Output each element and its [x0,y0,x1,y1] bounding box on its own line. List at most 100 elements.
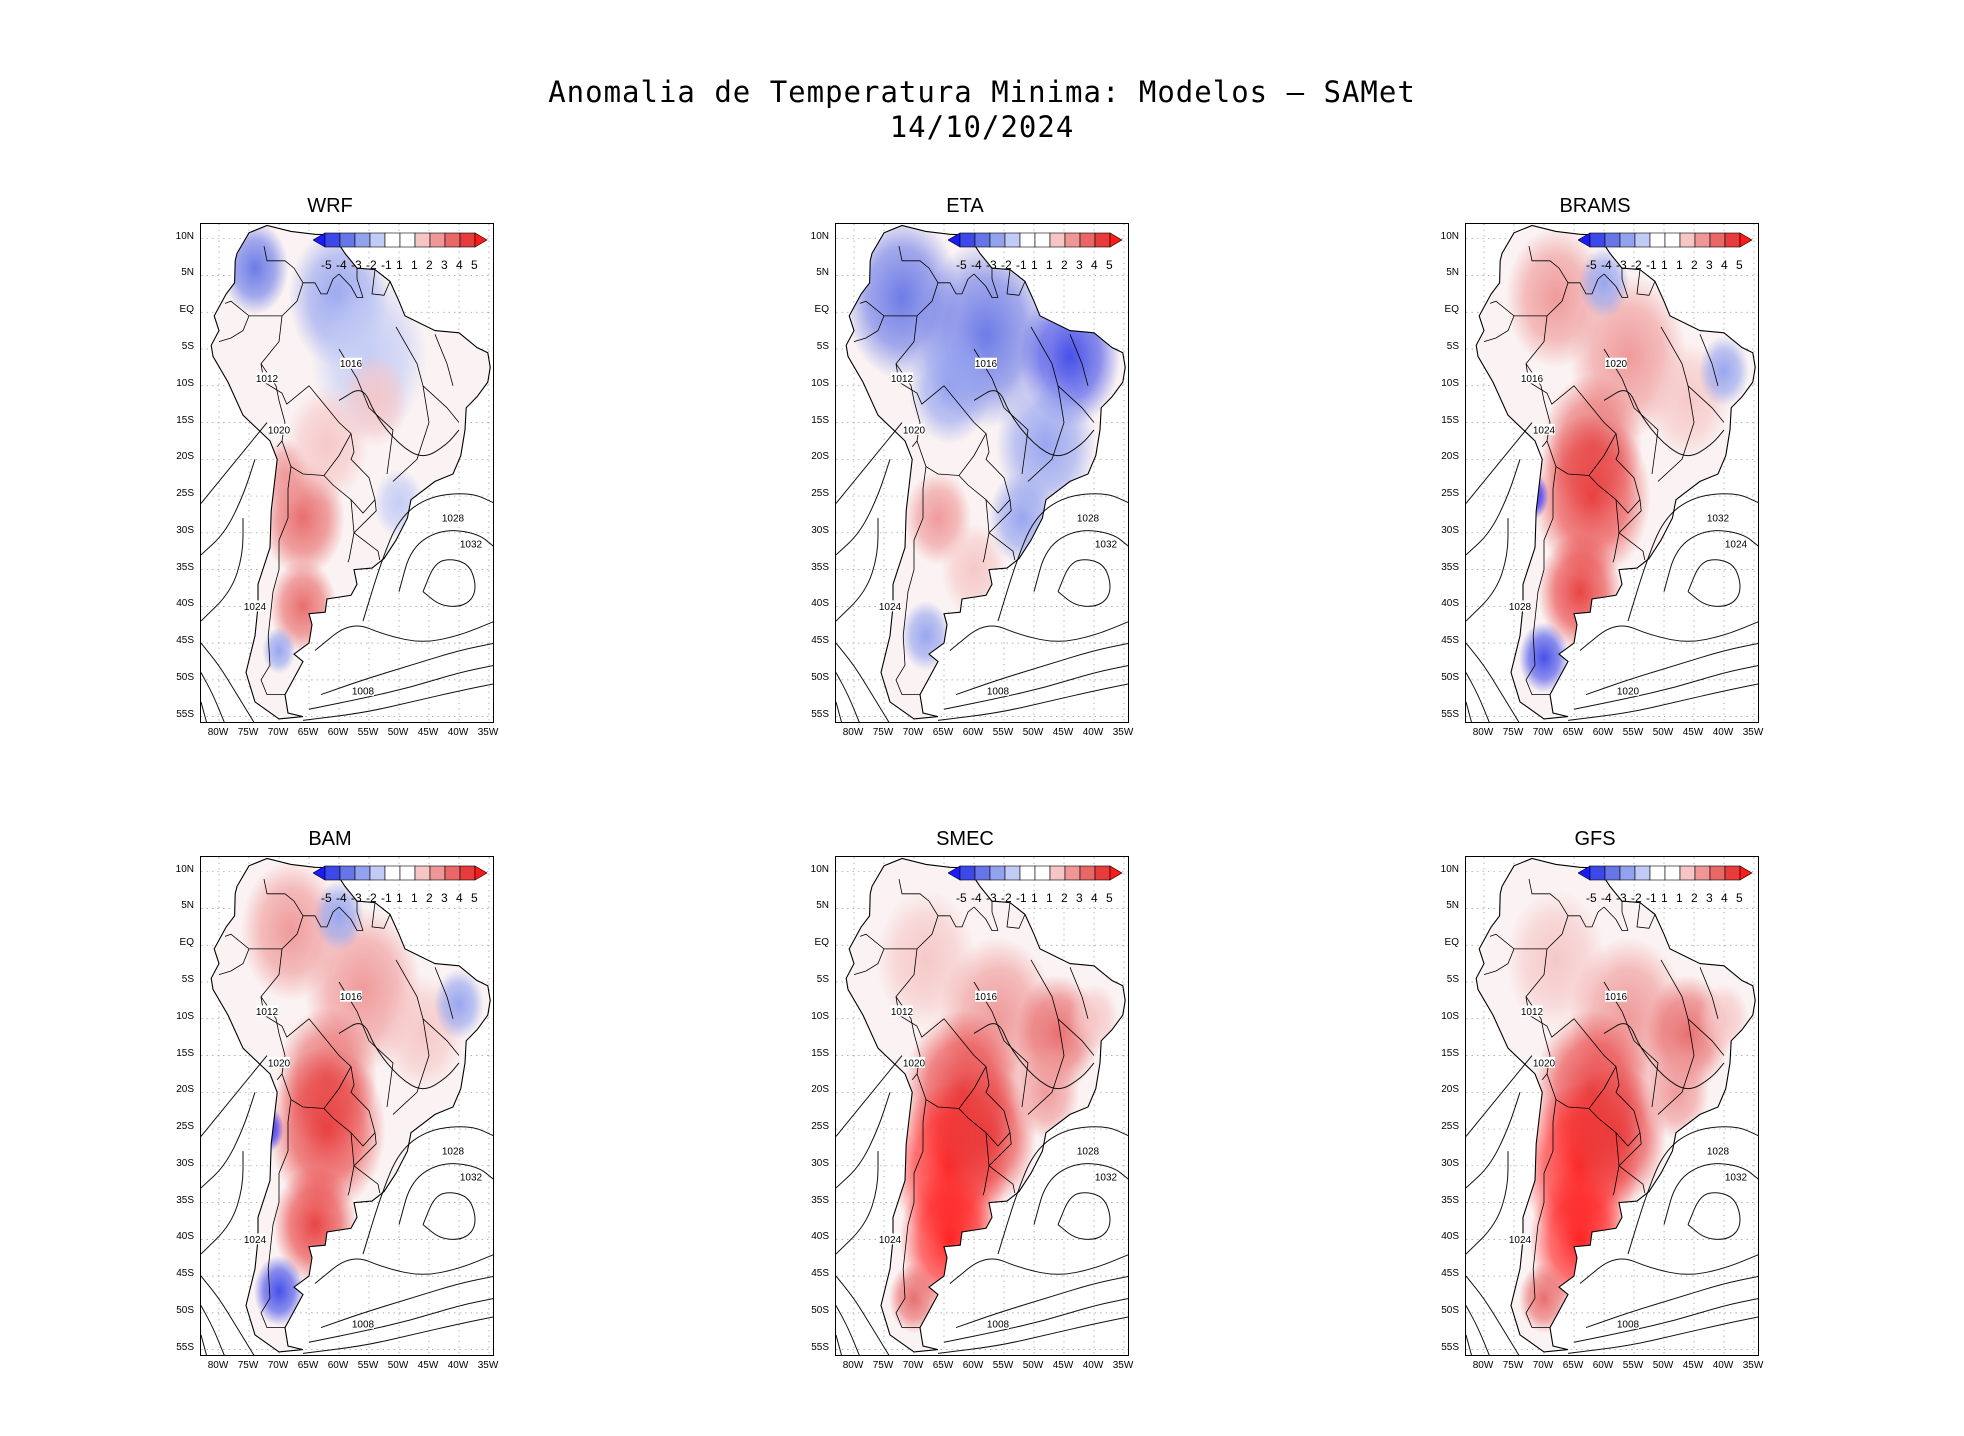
lon-tick-label: 65W [1562,727,1584,738]
lon-tick-label: 80W [842,727,864,738]
anomaly-map: 1012 1016 1020 1024 1028 1032 1008 [201,224,493,722]
lat-tick-label: 30S [176,524,194,536]
colorbar-label: -5 [1586,258,1597,272]
lon-tick-label: 80W [207,1360,229,1371]
colorbar-swatch [989,865,1006,881]
colorbar-label: -5 [1586,891,1597,905]
colorbar-swatch [1694,865,1711,881]
colorbar-swatch [1709,865,1726,881]
colorbar-label: 1 [1676,258,1683,272]
lat-tick-label: 20S [176,1084,194,1096]
isobar-label: 1032 [1707,514,1730,525]
colorbar-label: 4 [1091,891,1098,905]
colorbar-label: -5 [321,258,332,272]
coastline [845,857,1126,1353]
lat-tick-label: 35S [811,561,829,573]
lon-tick-label: 60W [962,727,984,738]
isobar-label: 1028 [1509,602,1532,613]
lon-tick-label: 45W [417,1360,439,1371]
lon-tick-label: 70W [267,1360,289,1371]
colorbar-label: -3 [986,258,997,272]
isobar-label: 1024 [1533,425,1556,436]
colorbar-label: 4 [1721,258,1728,272]
colorbar-arrow-low [313,865,326,881]
isobar-label: 1028 [442,514,465,525]
country-borders [853,879,1095,1328]
colorbar-label: -3 [986,891,997,905]
lon-tick-label: 55W [1622,727,1644,738]
isobar-label: 1016 [1521,374,1544,385]
lat-tick-label: 10S [176,1010,194,1022]
lon-tick-label: 60W [327,727,349,738]
colorbar-swatch [414,865,431,881]
isobars [1466,390,1758,722]
colorbar-label: 1 [1031,891,1038,905]
colorbar-arrow-high [474,865,488,881]
isobar-label: 1028 [1077,1147,1100,1158]
colorbar-label: -4 [336,258,347,272]
colorbar-label: 1 [411,891,418,905]
colorbar-swatch [1694,232,1711,248]
colorbar-swatch [1034,865,1051,881]
lat-tick-label: 10S [1441,1010,1459,1022]
colorbar-swatch [1064,232,1081,248]
colorbar-swatch [384,232,401,248]
lat-tick-label: 20S [1441,451,1459,463]
lon-tick-label: 45W [1682,727,1704,738]
colorbar-swatches [313,232,488,248]
lat-tick-label: EQ [814,937,829,949]
colorbar-label: -1 [1016,891,1027,905]
isobar-label: 1008 [1617,1319,1640,1330]
lon-tick-label: 80W [1472,727,1494,738]
isobar-label: 1020 [1617,686,1640,697]
isobar-label: 1024 [879,1235,902,1246]
colorbar-label: -2 [366,258,377,272]
colorbar-swatch [414,232,431,248]
lat-tick-label: 5N [181,900,194,912]
colorbar-swatch [459,232,476,248]
lat-tick-label: 10S [811,1010,829,1022]
colorbar-arrow-low [948,232,961,248]
colorbar-swatch [1724,232,1741,248]
lat-tick-label: 40S [1441,598,1459,610]
isobar-label: 1024 [244,602,267,613]
colorbar-label: 1 [396,258,403,272]
colorbar-swatch [1619,865,1636,881]
lon-tick-label: 50W [1652,1360,1674,1371]
map-frame: 1012 1016 1020 1024 1028 1032 1008 -5 -4 -3 -2 -1 1 1… [835,223,1129,723]
lon-tick-label: 50W [387,1360,409,1371]
colorbar-label: 1 [1676,891,1683,905]
lat-tick-label: 45S [1441,635,1459,647]
colorbar-label: 1 [1046,258,1053,272]
lat-tick-label: 10N [175,863,194,875]
lat-tick-label: 10S [1441,377,1459,389]
isobar-label: 1020 [1533,1058,1556,1069]
colorbar-label: 2 [1691,891,1698,905]
lon-tick-label: 70W [902,727,924,738]
colorbar-swatch [1634,232,1651,248]
lon-tick-label: 60W [1592,727,1614,738]
colorbar-swatch [1004,232,1021,248]
isobar-label: 1020 [268,1058,291,1069]
lon-tick-label: 45W [417,727,439,738]
lon-tick-label: 65W [297,727,319,738]
lat-tick-label: 30S [176,1157,194,1169]
isobar-label: 1008 [352,686,375,697]
colorbar-label: 4 [1721,891,1728,905]
colorbar-label: 5 [1106,258,1113,272]
colorbar-swatch [974,865,991,881]
colorbar-swatch [1664,232,1681,248]
lat-tick-label: 30S [811,524,829,536]
map-panel-eta: ETA 10N 5N EQ 5S 10S 15S 20S 25S 30S 35S 40S 45S 50S 5… [795,195,1135,750]
anomaly-map: 1012 1016 1020 1024 1028 1032 1008 [1466,857,1758,1355]
colorbar-label: -5 [956,891,967,905]
colorbar-swatch [974,232,991,248]
coastline [210,224,491,720]
colorbar-swatch [324,865,341,881]
colorbar-swatch [1649,232,1666,248]
colorbar-label: 5 [471,258,478,272]
colorbar-label: 3 [1706,258,1713,272]
colorbar-swatch [1679,865,1696,881]
lat-tick-label: 25S [176,488,194,500]
colorbar-swatch [1049,232,1066,248]
